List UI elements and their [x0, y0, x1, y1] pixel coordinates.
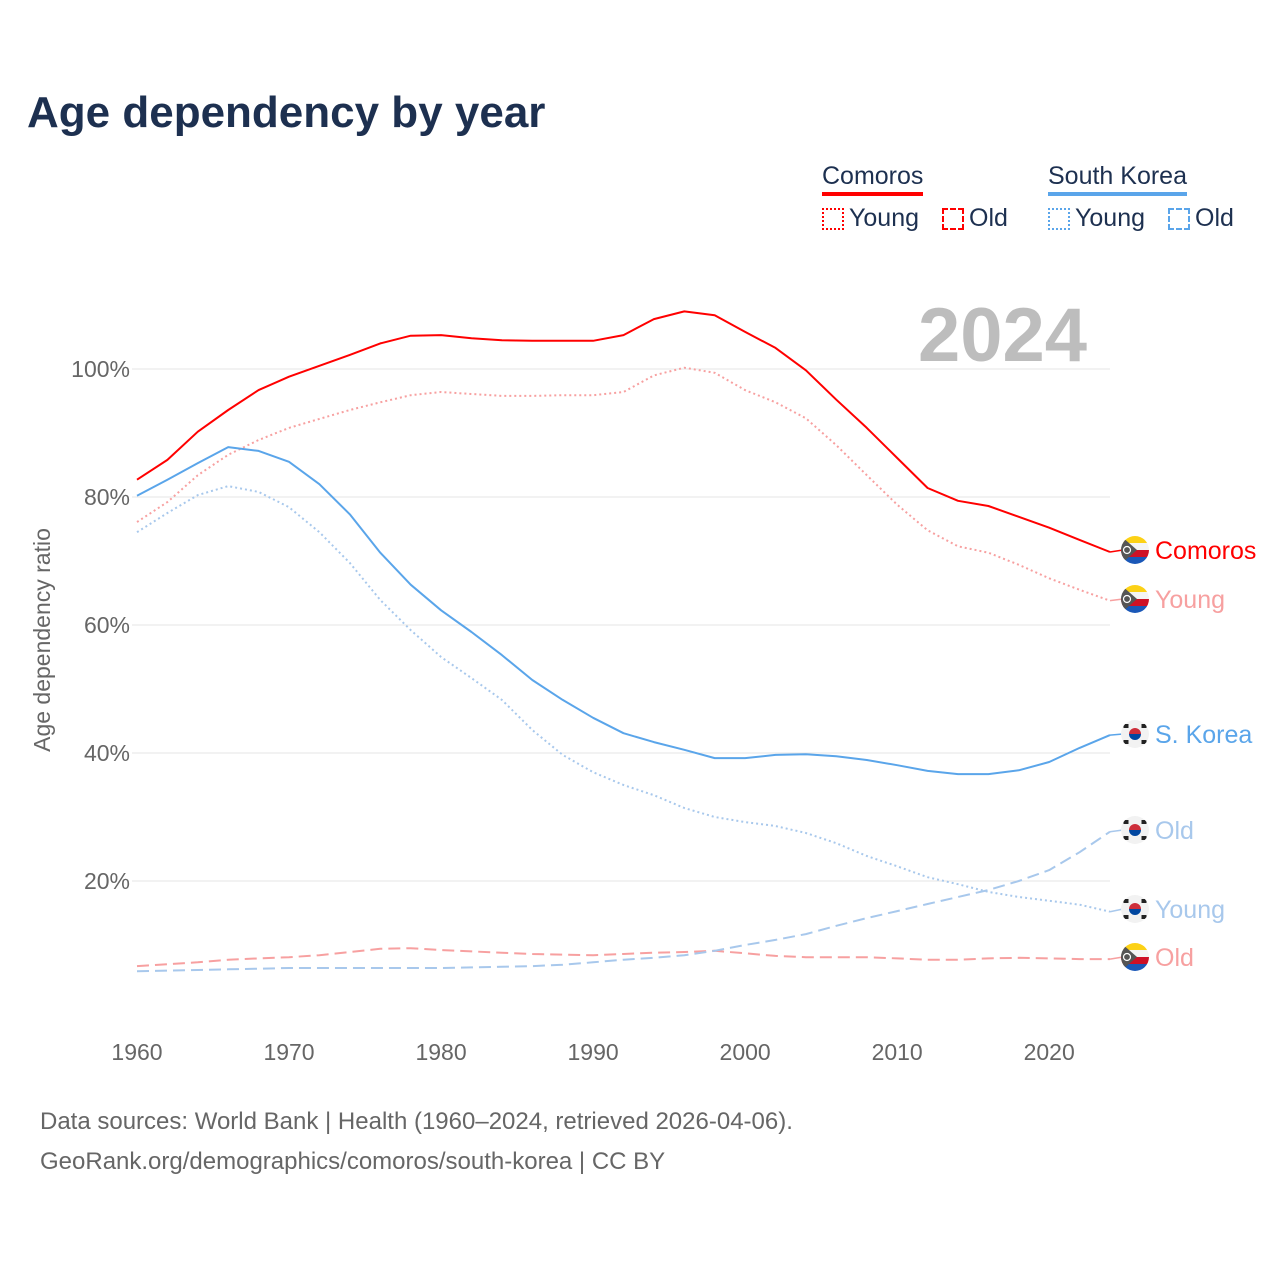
- flag-triangle: [1121, 536, 1137, 564]
- flag-crescent: [1122, 594, 1132, 604]
- y-tick-label: 20%: [84, 868, 130, 894]
- x-tick-label: 2020: [1024, 1039, 1075, 1065]
- series-line-s-korea: [136, 446, 1111, 776]
- flag-stripe: [1121, 964, 1149, 971]
- x-tick-label: 1960: [111, 1039, 162, 1065]
- legend-label: Young: [1075, 204, 1145, 232]
- legend-korea-old[interactable]: Old: [1168, 204, 1234, 233]
- flag-body: [1121, 943, 1149, 971]
- flag-trigram: [1123, 820, 1129, 824]
- label-connector: [1109, 956, 1124, 960]
- series-end-label: Young: [1155, 896, 1225, 924]
- flag-yang: [1129, 728, 1141, 734]
- flag-stripe: [1121, 606, 1149, 613]
- comoros-flag-icon: [1121, 536, 1149, 564]
- series-end-label: Old: [1155, 944, 1194, 972]
- flag-stripe: [1121, 585, 1149, 592]
- series-end-label: Comoros: [1155, 537, 1256, 565]
- x-tick-label: 2010: [872, 1039, 923, 1065]
- flag-stripe: [1121, 943, 1149, 950]
- y-tick-label: 40%: [84, 740, 130, 766]
- flag-body: [1121, 536, 1149, 564]
- series-line-s-korea-young: [136, 485, 1111, 913]
- flag-body: [1121, 585, 1149, 613]
- legend-south-korea[interactable]: South Korea: [1048, 162, 1187, 196]
- flag-stripe: [1121, 592, 1149, 599]
- legend-label: Old: [1195, 204, 1234, 232]
- flag-stripe: [1121, 599, 1149, 606]
- korea-flag-icon: [1121, 720, 1149, 748]
- flag-yang: [1129, 903, 1141, 909]
- legend-label: Young: [849, 204, 919, 232]
- comoros-flag-icon: [1121, 943, 1149, 971]
- y-tick-label: 100%: [71, 356, 130, 382]
- legend-comoros-old[interactable]: Old: [942, 204, 1008, 233]
- year-overlay: 2024: [918, 293, 1088, 378]
- flag-yin: [1129, 830, 1141, 836]
- flag-body: [1121, 720, 1149, 748]
- flag-triangle: [1121, 943, 1137, 971]
- flag-trigram: [1123, 915, 1129, 919]
- label-connector: [1109, 549, 1124, 553]
- flag-trigram: [1123, 724, 1129, 728]
- y-tick-label: 60%: [84, 612, 130, 638]
- label-connector: [1109, 829, 1124, 833]
- flag-body: [1121, 895, 1149, 923]
- flag-stripe: [1121, 543, 1149, 550]
- korea-flag-icon: [1121, 895, 1149, 923]
- series-line-comoros-old: [136, 947, 1110, 968]
- flag-yin: [1129, 909, 1141, 915]
- flag-yang: [1129, 824, 1141, 830]
- flag-stripe: [1121, 550, 1149, 557]
- series-line-comoros: [136, 310, 1111, 553]
- flag-trigram: [1123, 899, 1129, 903]
- dotted-swatch-icon: [1048, 207, 1070, 230]
- flag-trigram: [1141, 820, 1147, 824]
- flag-stripe: [1121, 557, 1149, 564]
- x-tick-label: 2000: [720, 1039, 771, 1065]
- chart-title: Age dependency by year: [27, 88, 546, 137]
- series-line-comoros-young: [136, 366, 1111, 602]
- flag-triangle: [1121, 585, 1137, 613]
- label-connector: [1109, 733, 1124, 736]
- flag-stripe: [1121, 536, 1149, 543]
- flag-trigram: [1123, 740, 1129, 744]
- flag-stripe: [1121, 950, 1149, 957]
- flag-trigram: [1141, 915, 1147, 919]
- comoros-flag-icon: [1121, 585, 1149, 613]
- series-end-label: S. Korea: [1155, 721, 1252, 749]
- y-axis-label: Age dependency ratio: [29, 528, 55, 752]
- flag-crescent: [1122, 952, 1132, 962]
- footer-link[interactable]: GeoRank.org/demographics/comoros/south-k…: [40, 1148, 666, 1175]
- flag-trigram: [1123, 836, 1129, 840]
- label-connector: [1109, 908, 1124, 913]
- series-end-label: Old: [1155, 817, 1194, 845]
- y-tick-label: 80%: [84, 484, 130, 510]
- flag-crescent: [1122, 545, 1132, 555]
- series-line-s-korea-old: [136, 830, 1111, 973]
- flag-trigram: [1141, 899, 1147, 903]
- dotted-swatch-icon: [822, 207, 844, 230]
- flag-body: [1121, 816, 1149, 844]
- flag-yin: [1129, 734, 1141, 740]
- dashed-swatch-icon: [1168, 207, 1190, 230]
- legend-korea-young[interactable]: Young: [1048, 204, 1145, 233]
- flag-stripe: [1121, 957, 1149, 964]
- korea-flag-icon: [1121, 816, 1149, 844]
- flag-trigram: [1141, 724, 1147, 728]
- x-tick-label: 1980: [415, 1039, 466, 1065]
- x-tick-label: 1970: [263, 1039, 314, 1065]
- dashed-swatch-icon: [942, 207, 964, 230]
- series-end-label: Young: [1155, 586, 1225, 614]
- flag-trigram: [1141, 740, 1147, 744]
- legend-comoros[interactable]: Comoros: [822, 162, 924, 196]
- label-connector: [1109, 598, 1124, 602]
- legend-label: Old: [969, 204, 1008, 232]
- footer-sources: Data sources: World Bank | Health (1960–…: [40, 1108, 793, 1135]
- x-tick-label: 1990: [568, 1039, 619, 1065]
- flag-trigram: [1141, 836, 1147, 840]
- legend-comoros-young[interactable]: Young: [822, 204, 919, 233]
